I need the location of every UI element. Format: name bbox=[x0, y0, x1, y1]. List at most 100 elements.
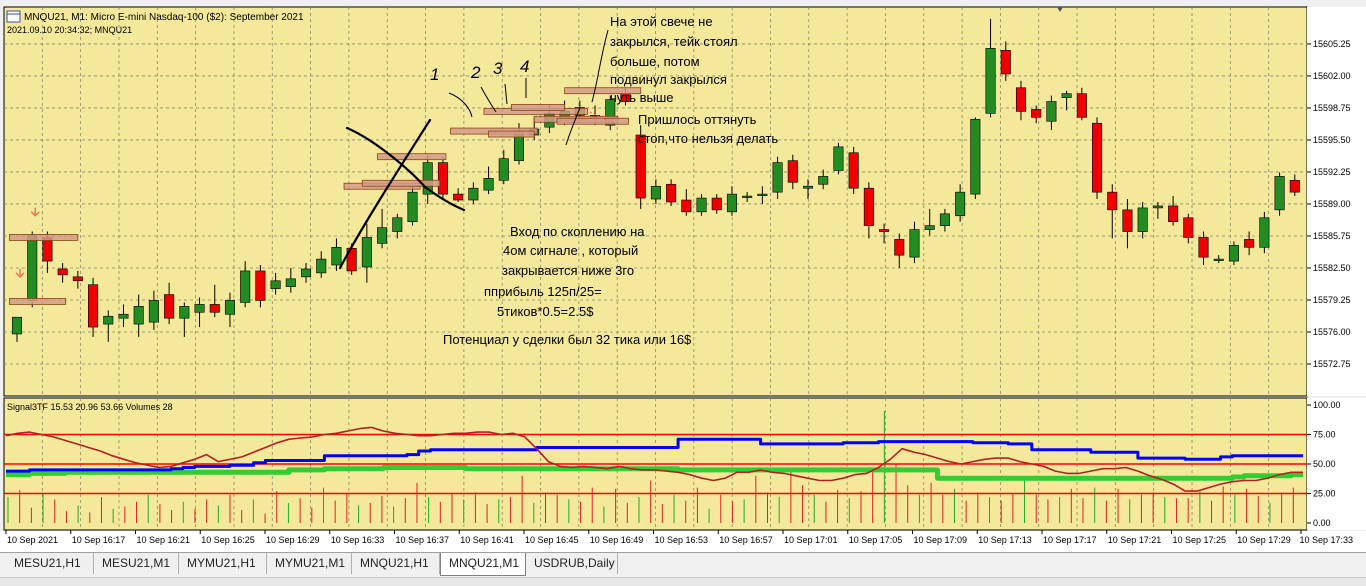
time-tick-label: 10 Sep 17:25 bbox=[1173, 535, 1227, 545]
time-axis-background bbox=[0, 531, 1366, 552]
candle-body bbox=[772, 162, 783, 193]
hand-drawn-line bbox=[345, 126, 466, 212]
tab-mesu21-m1[interactable]: MESU21,M1 bbox=[94, 553, 179, 574]
candle-body bbox=[1031, 109, 1042, 118]
candle-body bbox=[483, 178, 494, 191]
time-tick-label: 10 Sep 16:41 bbox=[460, 535, 514, 545]
candle-body bbox=[666, 183, 677, 203]
candle-body bbox=[970, 118, 981, 195]
candle-body bbox=[437, 162, 448, 195]
candle-body bbox=[879, 229, 890, 232]
chart-subheader: 2021.09.10 20:34:32; MNQU21 bbox=[7, 25, 132, 35]
candle-body bbox=[255, 270, 266, 301]
time-tick-label: 10 Sep 16:53 bbox=[655, 535, 709, 545]
time-tick-label: 10 Sep 17:05 bbox=[849, 535, 903, 545]
candle-body bbox=[1092, 122, 1103, 193]
candle-body bbox=[422, 162, 433, 195]
indicator-tick-label: 50.00 bbox=[1313, 459, 1336, 469]
chart-tabs-bar: MESU21,H1 MESU21,M1 MYMU21,H1 MYMU21,M1 MNQU… bbox=[0, 552, 1366, 578]
price-tick-label: 15595.50 bbox=[1313, 135, 1351, 145]
candle-body bbox=[103, 315, 114, 325]
candle-body bbox=[27, 235, 38, 301]
candle-body bbox=[285, 278, 296, 287]
chart-area: 15605.25 15602.00 15598.75 15595.50 15592.25… bbox=[0, 6, 1366, 552]
candle-body bbox=[316, 258, 327, 274]
candle-body bbox=[392, 217, 403, 232]
candle-body bbox=[1000, 50, 1011, 75]
main-price-chart[interactable]: 15605.25 15602.00 15598.75 15595.50 15592.25… bbox=[3, 6, 1366, 397]
tab-mnqu21-m1[interactable]: MNQU21,M1 bbox=[440, 553, 526, 576]
chart-annotations: 1 2 3 4 На этой свече не закрылся, тейк стоял… bbox=[338, 14, 778, 347]
cluster-zone bbox=[377, 153, 447, 161]
candle-body bbox=[787, 160, 798, 183]
tab-mnqu21-h1[interactable]: MNQU21,H1 bbox=[352, 553, 440, 574]
candle-body bbox=[194, 304, 205, 313]
hand-drawn-arrow bbox=[504, 83, 508, 105]
candle-body bbox=[939, 213, 950, 226]
candle-body bbox=[1244, 239, 1255, 248]
annotation-text: подвинул закрылся bbox=[610, 72, 727, 87]
annotation-text: Потенциал у сделки был 32 тика или 16$ bbox=[443, 332, 692, 347]
price-tick-label: 15579.25 bbox=[1313, 295, 1351, 305]
candle-body bbox=[224, 300, 235, 315]
candle-body bbox=[1152, 205, 1163, 209]
horizontal-scrollbar[interactable] bbox=[0, 577, 1366, 586]
chart-window-icon bbox=[6, 10, 21, 23]
annotation-text: На этой свече не bbox=[610, 14, 713, 29]
candle-body bbox=[164, 294, 175, 319]
price-tick-label: 15602.00 bbox=[1313, 71, 1351, 81]
indicator-subwindow[interactable]: 100.00 75.00 50.00 25.00 0.00 bbox=[3, 397, 1366, 531]
time-tick-label: 10 Sep 17:29 bbox=[1237, 535, 1291, 545]
cluster-zone bbox=[8, 234, 79, 241]
hand-drawn-arrow bbox=[480, 86, 497, 113]
grid bbox=[4, 7, 1307, 396]
time-tick-label: 10 Sep 16:17 bbox=[72, 535, 126, 545]
volume-bars bbox=[7, 410, 1294, 523]
candle-body bbox=[1274, 176, 1285, 211]
candle-body bbox=[1259, 217, 1270, 248]
annotation-text: Вход по скоплению на bbox=[510, 224, 645, 239]
price-tick-label: 15585.75 bbox=[1313, 231, 1351, 241]
candle-body bbox=[331, 246, 342, 266]
tab-mymu21-m1[interactable]: MYMU21,M1 bbox=[267, 553, 352, 574]
candle-body bbox=[301, 268, 312, 278]
time-tick-label: 10 Sep 17:21 bbox=[1108, 535, 1162, 545]
candle-body bbox=[726, 193, 737, 213]
price-axis-background bbox=[1307, 7, 1366, 396]
candle-body bbox=[742, 195, 753, 198]
time-axis: 10 Sep 2021 10 Sep 16:17 10 Sep 16:21 10 Se… bbox=[0, 530, 1366, 552]
candle-body bbox=[1076, 93, 1087, 118]
tab-mesu21-h1[interactable]: MESU21,H1 bbox=[6, 553, 94, 574]
annotation-text: чуть выше bbox=[610, 90, 674, 105]
candle-body bbox=[696, 197, 707, 213]
candle-body bbox=[1137, 207, 1148, 232]
price-tick-label: 15592.25 bbox=[1313, 167, 1351, 177]
price-tick-label: 15605.25 bbox=[1313, 39, 1351, 49]
time-tick-label: 10 Sep 16:57 bbox=[719, 535, 773, 545]
time-tick-label: 10 Sep 16:45 bbox=[525, 535, 579, 545]
candle-body bbox=[361, 237, 372, 268]
candle-body bbox=[240, 270, 251, 303]
time-tick-label: 10 Sep 17:01 bbox=[784, 535, 838, 545]
cluster-zone bbox=[488, 130, 535, 138]
indicator-series-line bbox=[6, 437, 1303, 473]
signal-arrow-icon bbox=[30, 207, 40, 217]
indicator-axis-background bbox=[1307, 398, 1366, 530]
candle-body bbox=[88, 284, 99, 328]
candle-body bbox=[985, 48, 996, 114]
candle-body bbox=[498, 158, 509, 181]
candle-body bbox=[635, 134, 646, 199]
candle-body bbox=[209, 304, 220, 313]
candle-body bbox=[42, 237, 53, 262]
candle-body bbox=[833, 146, 844, 171]
candle-body bbox=[72, 276, 83, 282]
time-tick-label: 10 Sep 16:33 bbox=[331, 535, 385, 545]
hand-drawn-arrow bbox=[448, 92, 473, 118]
cluster-zone bbox=[8, 298, 67, 305]
cluster-zone bbox=[556, 117, 629, 125]
indicator-series-line bbox=[5, 426, 1303, 492]
tab-mymu21-h1[interactable]: MYMU21,H1 bbox=[179, 553, 267, 574]
tab-usdrub-daily[interactable]: USDRUB,Daily bbox=[526, 553, 618, 574]
candle-body bbox=[818, 176, 829, 185]
candle-body bbox=[1213, 258, 1224, 261]
